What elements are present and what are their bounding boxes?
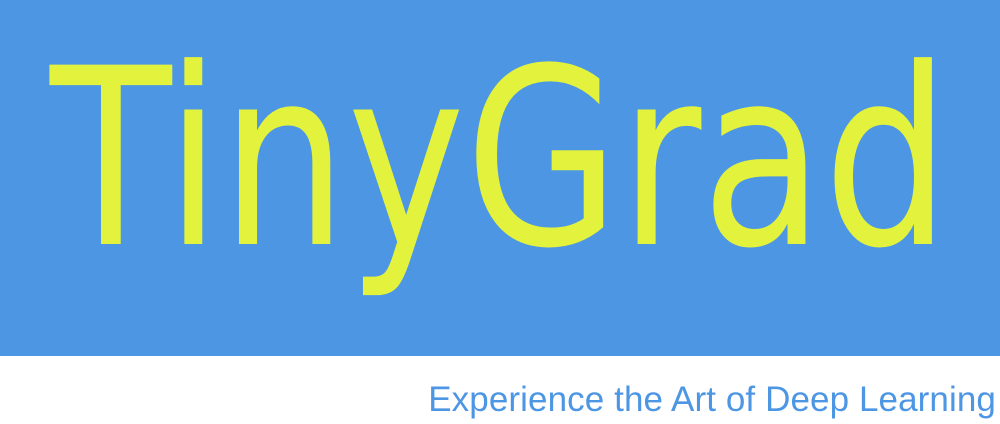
logo-wordmark: TinyGrad <box>49 30 950 303</box>
logo-banner: TinyGrad <box>0 0 1000 356</box>
tagline: Experience the Art of Deep Learning <box>428 380 996 419</box>
logo-wordmark-text: TinyGrad <box>49 30 950 303</box>
